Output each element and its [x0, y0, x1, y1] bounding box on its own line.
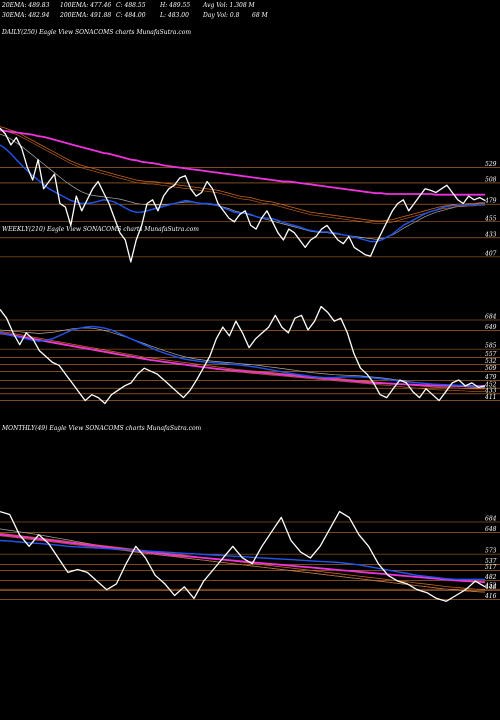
- panel-title-2: MONTHLY(49) Eagle View SONACOMS charts M…: [1, 425, 202, 432]
- header-day-vol-unit: 68 M: [252, 12, 269, 19]
- panel-2: MONTHLY(49) Eagle View SONACOMS charts M…: [0, 425, 500, 602]
- level-label-0-5: 407: [484, 250, 497, 257]
- level-label-0-0: 529: [485, 161, 497, 168]
- header-200ema: 200EMA: 491.88: [59, 12, 111, 19]
- level-label-2-0: 684: [485, 516, 497, 523]
- series-ma-band-lower-0: [0, 128, 485, 224]
- level-label-1-5: 509: [485, 365, 497, 372]
- series-ema_long-1: [0, 332, 485, 387]
- level-label-2-5: 482: [484, 574, 497, 581]
- level-label-2-4: 517: [485, 564, 497, 571]
- level-label-1-9: 411: [484, 394, 496, 401]
- level-label-2-8: 416: [484, 593, 497, 600]
- panel-title-0: DAILY(250) Eagle View SONACOMS charts Mu…: [1, 29, 191, 36]
- level-label-2-1: 648: [485, 526, 497, 533]
- series-ema_long-2: [0, 533, 486, 584]
- level-label-1-6: 479: [484, 374, 497, 381]
- header-close-2: C: 484.00: [116, 12, 146, 19]
- level-label-2-3: 537: [485, 558, 497, 565]
- panel-1: WEEKLY(210) Eagle View SONACOMS charts M…: [0, 226, 500, 405]
- series-ma-band-lower-2: [0, 535, 486, 593]
- level-label-1-2: 585: [485, 343, 497, 350]
- header-day-vol: Day Vol: 0.8: [202, 12, 240, 19]
- series-price-2: [0, 510, 486, 602]
- header-close: C: 488.55: [116, 2, 146, 9]
- level-label-0-4: 433: [484, 231, 497, 238]
- level-label-1-3: 557: [485, 351, 497, 358]
- level-label-1-7: 452: [484, 382, 497, 389]
- header-20ema: 20EMA: 489.83: [1, 2, 50, 9]
- level-label-0-1: 508: [485, 176, 497, 183]
- panel-title-1: WEEKLY(210) Eagle View SONACOMS charts M…: [2, 226, 199, 233]
- series-price-1: [0, 305, 486, 405]
- chart-panels: DAILY(250) Eagle View SONACOMS charts Mu…: [0, 29, 500, 602]
- header-100ema: 100EMA: 477.46: [60, 2, 111, 9]
- header-30ema: 30EMA: 482.94: [2, 12, 50, 19]
- series-ema_short-2: [0, 539, 485, 580]
- series-ema_long-0: [0, 129, 485, 196]
- series-price-0: [0, 127, 486, 263]
- level-label-1-0: 684: [485, 314, 497, 321]
- level-label-1-1: 649: [485, 324, 497, 331]
- level-label-1-4: 532: [485, 358, 497, 365]
- header-low: L: 483.00: [159, 12, 189, 19]
- panel-0: DAILY(250) Eagle View SONACOMS charts Mu…: [0, 29, 500, 263]
- header-avg-vol: Avg Vol: 1.308 M: [202, 2, 256, 9]
- header-high: H: 489.55: [159, 2, 190, 9]
- level-label-2-6: 452: [484, 583, 497, 590]
- level-label-0-2: 479: [484, 198, 497, 205]
- level-label-2-2: 573: [485, 548, 497, 555]
- series-ma_band-0: [0, 126, 485, 222]
- header: 20EMA: 489.83 100EMA: 477.46 C: 488.55 H…: [1, 2, 269, 19]
- level-label-2-7: 448: [484, 584, 497, 591]
- level-label-0-3: 455: [484, 215, 497, 222]
- level-label-1-8: 433: [484, 387, 497, 394]
